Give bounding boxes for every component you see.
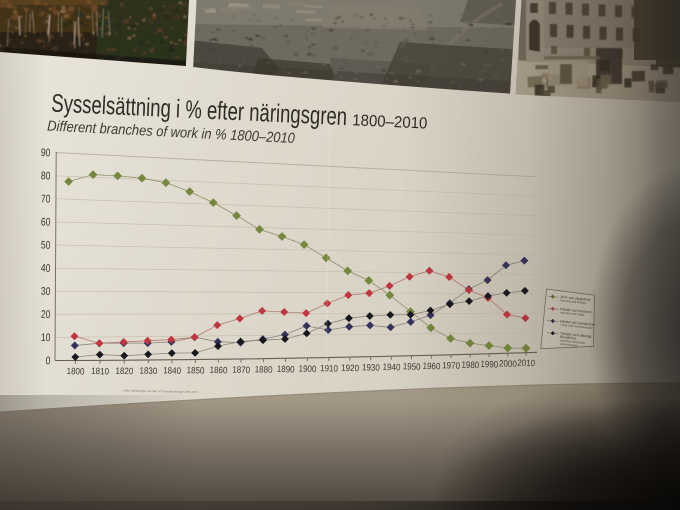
svg-text:90: 90 <box>41 147 51 160</box>
svg-text:1900: 1900 <box>298 363 316 374</box>
svg-text:20: 20 <box>41 309 51 322</box>
svg-text:1840: 1840 <box>163 365 181 376</box>
svg-text:80: 80 <box>41 170 51 183</box>
svg-text:1880: 1880 <box>255 364 273 375</box>
svg-text:1910: 1910 <box>320 363 338 374</box>
svg-text:10: 10 <box>41 332 51 345</box>
svg-text:1820: 1820 <box>115 365 133 376</box>
svg-text:1800: 1800 <box>66 365 84 376</box>
svg-text:1940: 1940 <box>382 361 400 372</box>
svg-text:1830: 1830 <box>139 365 157 376</box>
svg-text:1810: 1810 <box>91 365 109 376</box>
svg-text:70: 70 <box>41 193 51 206</box>
svg-text:1850: 1850 <box>186 365 204 376</box>
svg-text:1890: 1890 <box>277 363 295 374</box>
svg-text:40: 40 <box>41 263 51 276</box>
svg-text:Källa: folkräkningar och folk-: Källa: folkräkningar och folk- och bosta… <box>123 388 198 394</box>
svg-text:1920: 1920 <box>341 362 359 373</box>
svg-text:30: 30 <box>41 286 51 299</box>
svg-text:50: 50 <box>41 240 51 253</box>
svg-text:1930: 1930 <box>362 362 380 373</box>
svg-text:60: 60 <box>41 216 51 229</box>
svg-text:0: 0 <box>45 355 51 367</box>
svg-text:1860: 1860 <box>209 364 227 375</box>
svg-text:1870: 1870 <box>232 364 250 375</box>
